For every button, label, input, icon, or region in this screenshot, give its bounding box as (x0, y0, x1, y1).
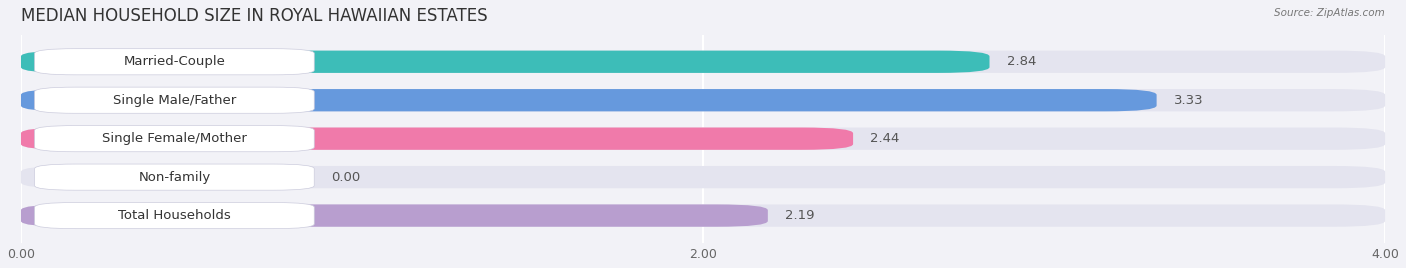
FancyBboxPatch shape (21, 128, 1385, 150)
Text: Single Female/Mother: Single Female/Mother (103, 132, 247, 145)
Text: 2.84: 2.84 (1007, 55, 1036, 68)
Text: Single Male/Father: Single Male/Father (112, 94, 236, 107)
Text: Source: ZipAtlas.com: Source: ZipAtlas.com (1274, 8, 1385, 18)
FancyBboxPatch shape (21, 89, 1385, 111)
Text: 0.00: 0.00 (332, 171, 360, 184)
Text: Total Households: Total Households (118, 209, 231, 222)
FancyBboxPatch shape (35, 87, 315, 113)
Text: 2.44: 2.44 (870, 132, 900, 145)
FancyBboxPatch shape (21, 204, 768, 227)
FancyBboxPatch shape (21, 89, 1157, 111)
FancyBboxPatch shape (35, 49, 315, 75)
Text: 2.19: 2.19 (785, 209, 814, 222)
FancyBboxPatch shape (21, 204, 1385, 227)
FancyBboxPatch shape (21, 166, 1385, 188)
Text: Non-family: Non-family (138, 171, 211, 184)
FancyBboxPatch shape (21, 128, 853, 150)
Text: MEDIAN HOUSEHOLD SIZE IN ROYAL HAWAIIAN ESTATES: MEDIAN HOUSEHOLD SIZE IN ROYAL HAWAIIAN … (21, 7, 488, 25)
FancyBboxPatch shape (35, 203, 315, 229)
FancyBboxPatch shape (35, 164, 315, 190)
FancyBboxPatch shape (35, 126, 315, 152)
Text: Married-Couple: Married-Couple (124, 55, 225, 68)
FancyBboxPatch shape (21, 51, 1385, 73)
FancyBboxPatch shape (21, 51, 990, 73)
Text: 3.33: 3.33 (1174, 94, 1204, 107)
